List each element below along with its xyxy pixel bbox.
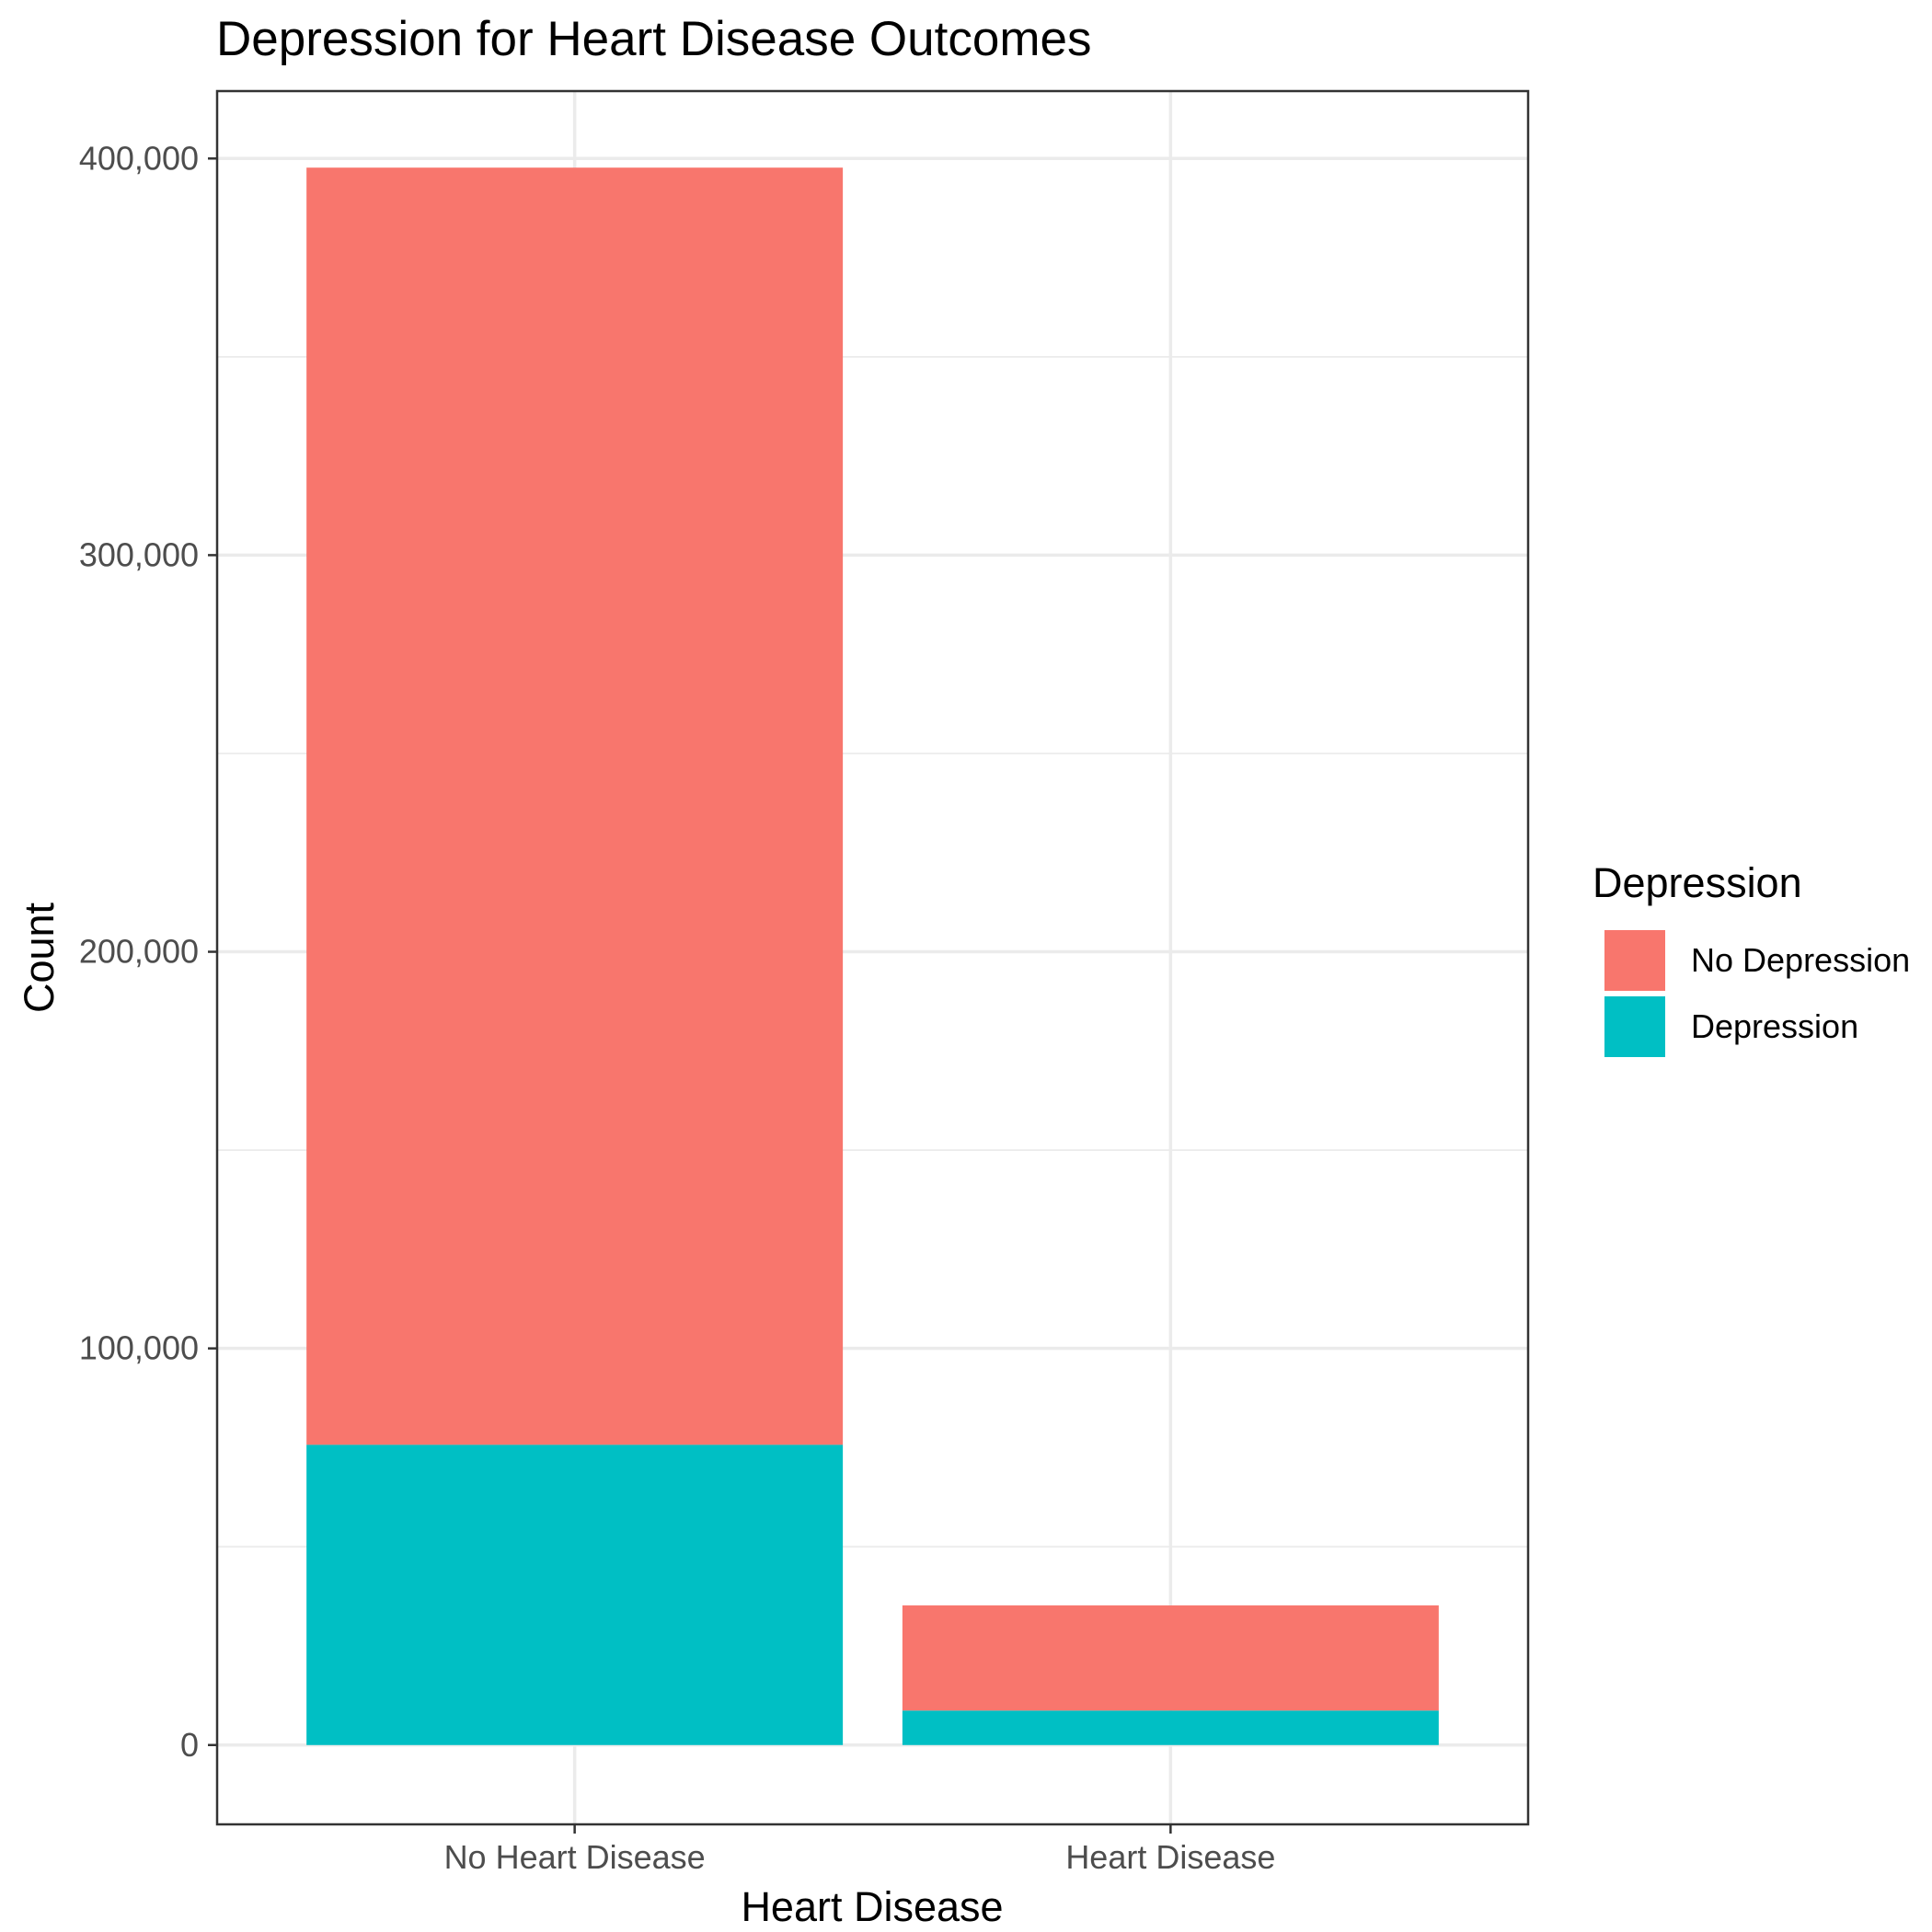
bar-depression: [306, 1444, 844, 1745]
chart-title: Depression for Heart Disease Outcomes: [216, 12, 1091, 66]
bar-no-depression: [902, 1605, 1439, 1711]
x-axis-title: Heart Disease: [741, 1883, 1003, 1930]
x-axis: No Heart Disease Heart Disease: [444, 1824, 1275, 1876]
panel-border: [215, 89, 1530, 1826]
x-tick-label: Heart Disease: [1065, 1838, 1275, 1876]
y-tick-label: 200,000: [79, 933, 199, 971]
legend-label: Depression: [1691, 1007, 1858, 1045]
y-axis: 0 100,000 200,000 300,000 400,000: [79, 139, 217, 1764]
legend-key-depression: [1604, 996, 1665, 1057]
y-tick-label: 300,000: [79, 535, 199, 573]
x-tick-label: No Heart Disease: [444, 1838, 706, 1876]
y-tick-label: 100,000: [79, 1329, 199, 1367]
bar-no-depression: [306, 167, 844, 1445]
legend-title: Depression: [1593, 859, 1802, 906]
legend-key-no-depression: [1604, 930, 1665, 991]
bar-depression: [902, 1710, 1439, 1745]
bars: [306, 167, 1439, 1745]
y-tick-label: 400,000: [79, 139, 199, 177]
plot-panel: [215, 89, 1530, 1826]
legend-items: No Depression Depression: [1604, 930, 1910, 1057]
legend-label: No Depression: [1691, 941, 1910, 979]
y-tick-label: 0: [180, 1726, 199, 1764]
legend: Depression No Depression Depression: [1593, 859, 1910, 1057]
y-axis-title: Count: [16, 902, 63, 1013]
